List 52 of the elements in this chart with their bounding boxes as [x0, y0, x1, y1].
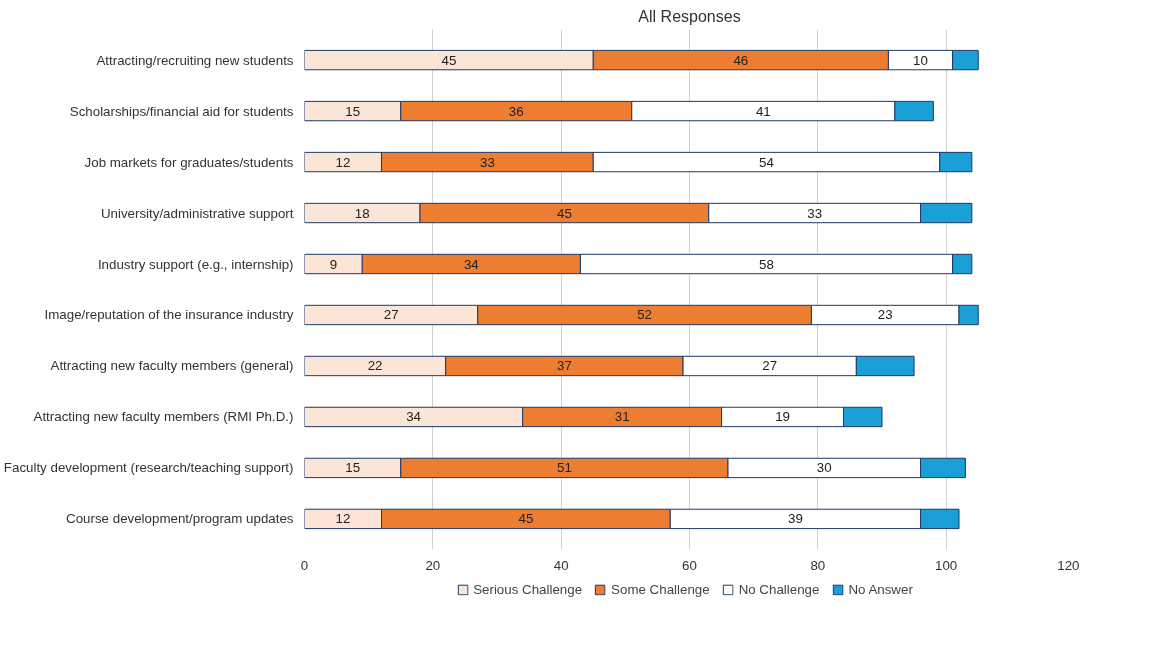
- legend-label: No Challenge: [738, 581, 820, 597]
- x-tick-label: 60: [682, 557, 697, 573]
- data-label: 31: [614, 409, 630, 425]
- data-label: 34: [463, 256, 480, 272]
- x-tick-label: 120: [1057, 557, 1080, 573]
- y-tick-label: University/administrative support: [100, 205, 294, 221]
- y-tick-label: Job markets for graduates/students: [84, 154, 294, 170]
- x-tick-label: 0: [300, 557, 309, 573]
- data-label: 10: [913, 52, 928, 68]
- x-tick-label: 40: [553, 557, 569, 573]
- x-tick-label: 80: [810, 557, 826, 573]
- x-tick-label: 100: [935, 557, 958, 573]
- data-label: 37: [556, 358, 572, 374]
- data-label: 51: [556, 460, 572, 476]
- data-label: 23: [877, 307, 893, 323]
- y-tick-label: Scholarships/financial aid for students: [69, 103, 294, 119]
- chart-title: All Responses: [638, 7, 741, 25]
- data-label: 52: [637, 307, 652, 323]
- data-label: 41: [755, 103, 771, 119]
- data-label: 18: [354, 205, 370, 221]
- data-label: 9: [329, 256, 338, 272]
- data-label: 46: [733, 52, 749, 68]
- data-label: 33: [807, 205, 823, 221]
- data-label: 19: [775, 409, 790, 425]
- data-label: 45: [556, 205, 572, 221]
- legend-label: No Answer: [848, 581, 913, 597]
- x-tick-label: 20: [425, 557, 441, 573]
- y-tick-label: Industry support (e.g., internship): [97, 256, 294, 272]
- legend-label: Serious Challenge: [473, 581, 583, 597]
- y-tick-label: Attracting new faculty members (RMI Ph.D.): [33, 409, 294, 425]
- legend-label: Some Challenge: [611, 581, 710, 597]
- data-label: 15: [345, 103, 361, 119]
- y-tick-label: Attracting new faculty members (general): [50, 358, 294, 374]
- data-label: 54: [759, 154, 775, 170]
- y-tick-label: Course development/program updates: [66, 511, 294, 527]
- data-label: 22: [367, 358, 383, 374]
- data-label: 36: [508, 103, 524, 119]
- data-label: 27: [383, 307, 399, 323]
- y-tick-label: Faculty development (research/teaching support): [3, 460, 294, 476]
- y-tick-label: Attracting/recruiting new students: [96, 52, 294, 68]
- data-label: 45: [518, 511, 534, 527]
- data-label: 27: [762, 358, 778, 374]
- data-label: 39: [787, 511, 803, 527]
- data-label: 58: [759, 256, 774, 272]
- data-label: 30: [816, 460, 832, 476]
- data-label: 45: [441, 52, 457, 68]
- data-label: 15: [345, 460, 361, 476]
- data-label: 12: [335, 511, 351, 527]
- data-label: 33: [479, 154, 495, 170]
- data-label: 12: [335, 154, 351, 170]
- y-tick-label: Image/reputation of the insurance industry: [44, 307, 294, 323]
- data-label: 34: [406, 409, 422, 425]
